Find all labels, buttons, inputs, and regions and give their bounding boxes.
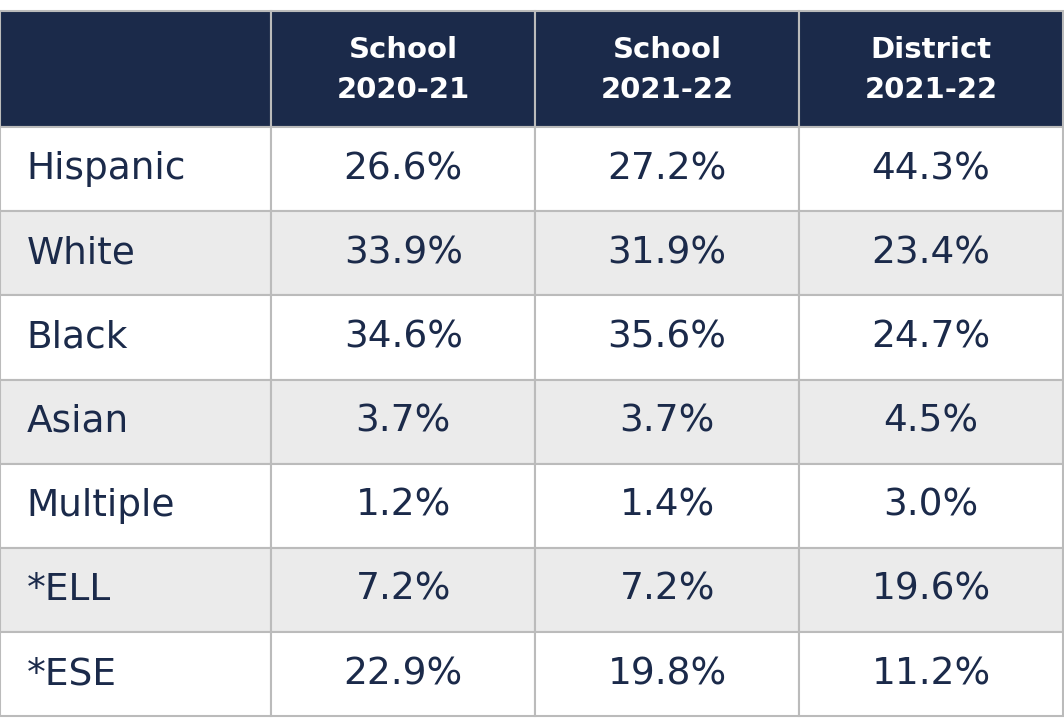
Bar — [535, 11, 799, 127]
Text: 27.2%: 27.2% — [608, 151, 727, 188]
Text: 1.2%: 1.2% — [355, 488, 451, 523]
Text: 4.5%: 4.5% — [883, 403, 979, 440]
Bar — [0, 127, 271, 212]
Bar — [535, 548, 799, 632]
Bar — [271, 379, 535, 464]
Bar — [799, 295, 1063, 379]
Bar — [0, 11, 271, 127]
Text: *ELL: *ELL — [27, 572, 111, 608]
Text: Black: Black — [27, 320, 128, 356]
Text: 2020-21: 2020-21 — [336, 76, 470, 104]
Bar — [0, 548, 271, 632]
Bar — [799, 127, 1063, 212]
Bar — [271, 632, 535, 716]
Text: 3.7%: 3.7% — [355, 403, 451, 440]
Text: 7.2%: 7.2% — [619, 572, 715, 608]
Bar — [535, 464, 799, 548]
Bar — [799, 632, 1063, 716]
Bar — [0, 295, 271, 379]
Text: 34.6%: 34.6% — [344, 320, 463, 356]
Text: School: School — [613, 36, 721, 65]
Bar — [799, 379, 1063, 464]
Text: 31.9%: 31.9% — [608, 236, 727, 271]
Text: White: White — [27, 236, 135, 271]
Bar — [271, 212, 535, 295]
Text: *ESE: *ESE — [27, 656, 117, 692]
Bar — [271, 127, 535, 212]
Text: 19.8%: 19.8% — [608, 656, 727, 692]
Bar — [535, 127, 799, 212]
Bar — [799, 548, 1063, 632]
Text: 33.9%: 33.9% — [344, 236, 463, 271]
Text: 24.7%: 24.7% — [871, 320, 991, 356]
Text: District: District — [870, 36, 992, 65]
Text: 23.4%: 23.4% — [871, 236, 991, 271]
Bar — [271, 548, 535, 632]
Bar — [0, 212, 271, 295]
Bar — [799, 464, 1063, 548]
Text: 35.6%: 35.6% — [608, 320, 727, 356]
Bar — [0, 379, 271, 464]
Bar — [535, 295, 799, 379]
Text: 22.9%: 22.9% — [344, 656, 463, 692]
Bar — [535, 212, 799, 295]
Bar — [271, 11, 535, 127]
Text: Multiple: Multiple — [27, 488, 176, 523]
Text: 11.2%: 11.2% — [871, 656, 991, 692]
Bar — [799, 212, 1063, 295]
Bar — [799, 11, 1063, 127]
Text: 26.6%: 26.6% — [344, 151, 463, 188]
Text: 2021-22: 2021-22 — [600, 76, 734, 104]
Text: 7.2%: 7.2% — [355, 572, 451, 608]
Text: 3.0%: 3.0% — [883, 488, 979, 523]
Text: Asian: Asian — [27, 403, 129, 440]
Text: Hispanic: Hispanic — [27, 151, 186, 188]
Text: 44.3%: 44.3% — [871, 151, 991, 188]
Bar — [271, 464, 535, 548]
Bar — [271, 295, 535, 379]
Bar — [0, 632, 271, 716]
Text: School: School — [349, 36, 458, 65]
Text: 2021-22: 2021-22 — [864, 76, 998, 104]
Text: 19.6%: 19.6% — [871, 572, 991, 608]
Bar — [535, 632, 799, 716]
Bar — [0, 464, 271, 548]
Text: 1.4%: 1.4% — [619, 488, 715, 523]
Text: 3.7%: 3.7% — [619, 403, 715, 440]
Bar — [535, 379, 799, 464]
